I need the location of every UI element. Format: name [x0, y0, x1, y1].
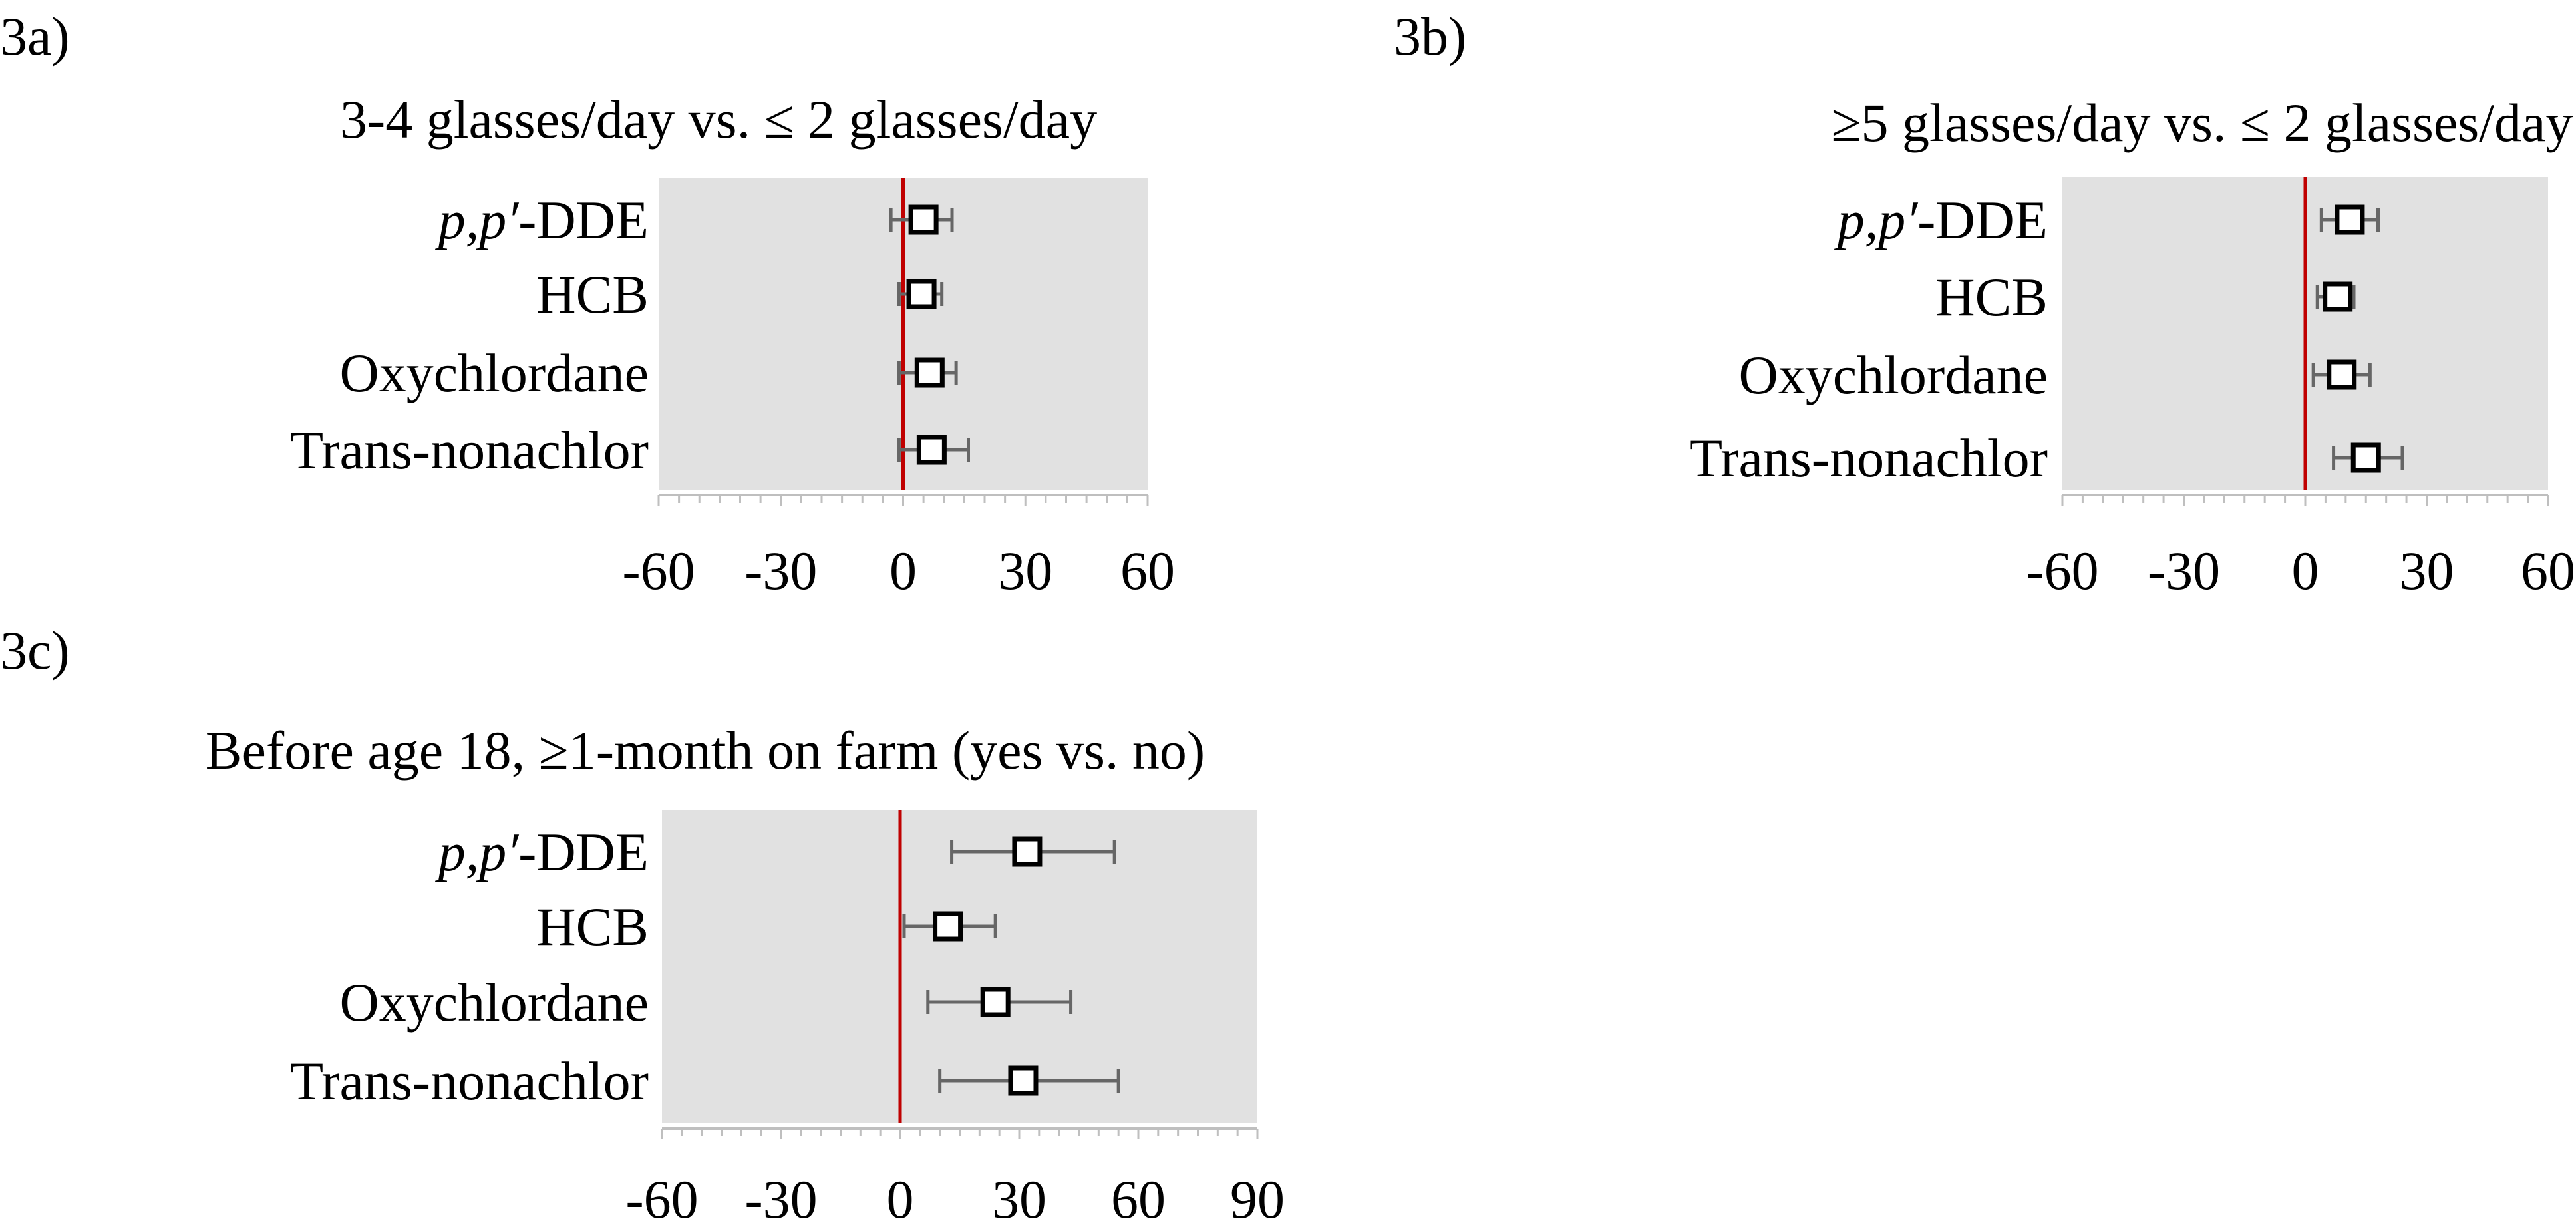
- category-label: Trans-nonachlor: [1689, 428, 2048, 488]
- category-label: p,p′-DDE: [1834, 190, 2048, 250]
- point-estimate-marker: [933, 911, 963, 942]
- x-tick-label: 30: [2400, 540, 2454, 601]
- category-label: p,p′-DDE: [435, 190, 649, 250]
- category-label-italic: p,p′: [435, 190, 520, 250]
- x-tick-label: -60: [625, 1169, 698, 1223]
- point-estimate-marker: [2323, 281, 2353, 312]
- point-estimate-marker: [2334, 204, 2365, 235]
- category-label: Oxychlordane: [340, 972, 649, 1033]
- panel-label: 3c): [0, 620, 70, 681]
- category-label-text: Oxychlordane: [340, 972, 649, 1033]
- panel-label: 3b): [1394, 6, 1466, 67]
- row-2: HCB: [1935, 267, 2356, 327]
- category-label-text: HCB: [1935, 267, 2048, 327]
- category-label-italic: p,p′: [1834, 190, 1919, 250]
- x-tick-label: 0: [2292, 540, 2319, 601]
- point-estimate-marker: [1012, 836, 1043, 867]
- category-label-text: -DDE: [518, 190, 649, 250]
- point-estimate-marker: [914, 357, 945, 388]
- row-3: Oxychlordane: [1739, 345, 2372, 405]
- category-label-italic: p,p′: [435, 822, 520, 882]
- category-label: Oxychlordane: [1739, 345, 2048, 405]
- category-label: Trans-nonachlor: [290, 1051, 649, 1111]
- panel-2: 3b) ≥5 glasses/day vs. ≤ 2 glasses/day -60…: [1394, 6, 2575, 601]
- chart-title: ≥5 glasses/day vs. ≤ 2 glasses/day: [1832, 92, 2573, 153]
- category-label-text: Oxychlordane: [1739, 345, 2048, 405]
- x-tick-label: 0: [889, 540, 917, 601]
- row-4: Trans-nonachlor: [1689, 428, 2404, 488]
- point-estimate-marker: [906, 279, 937, 309]
- category-label-text: Trans-nonachlor: [290, 420, 649, 480]
- category-label-text: Oxychlordane: [340, 343, 649, 403]
- x-tick-label: 30: [992, 1169, 1046, 1223]
- panel-label: 3a): [0, 6, 70, 67]
- category-label-text: Trans-nonachlor: [1689, 428, 2048, 488]
- x-tick-label: 60: [1120, 540, 1175, 601]
- point-estimate-marker: [908, 204, 939, 235]
- category-label: p,p′-DDE: [435, 822, 649, 882]
- point-estimate-marker: [2327, 359, 2357, 390]
- x-tick-label: 0: [887, 1169, 914, 1223]
- row-4: Trans-nonachlor: [290, 1051, 1120, 1111]
- category-label-text: Trans-nonachlor: [290, 1051, 649, 1111]
- row-2: HCB: [536, 264, 944, 325]
- x-tick-label: -60: [2026, 540, 2098, 601]
- x-tick-label: 90: [1230, 1169, 1285, 1223]
- x-tick-label: 60: [2521, 540, 2575, 601]
- category-label: HCB: [536, 896, 649, 957]
- chart-title: Before age 18, ≥1-month on farm (yes vs.…: [206, 720, 1205, 781]
- x-tick-label: 60: [1111, 1169, 1166, 1223]
- category-label: Trans-nonachlor: [290, 420, 649, 480]
- category-label: Oxychlordane: [340, 343, 649, 403]
- point-estimate-marker: [916, 435, 947, 465]
- category-label: HCB: [536, 264, 649, 325]
- category-label-text: HCB: [536, 896, 649, 957]
- x-tick-label: -30: [2148, 540, 2220, 601]
- category-label: HCB: [1935, 267, 2048, 327]
- point-estimate-marker: [1008, 1065, 1039, 1096]
- chart-title: 3-4 glasses/day vs. ≤ 2 glasses/day: [340, 89, 1097, 150]
- row-3: Oxychlordane: [340, 972, 1073, 1033]
- category-label-text: -DDE: [518, 822, 649, 882]
- row-1: p,p′-DDE: [435, 190, 954, 250]
- point-estimate-marker: [980, 987, 1011, 1017]
- category-label-text: -DDE: [1917, 190, 2048, 250]
- plot-area: [662, 810, 1257, 1123]
- panel-1: 3a) 3-4 glasses/day vs. ≤ 2 glasses/day -6…: [0, 6, 1175, 601]
- row-1: p,p′-DDE: [435, 822, 1116, 882]
- row-2: HCB: [536, 896, 997, 957]
- x-tick-label: 30: [998, 540, 1052, 601]
- x-tick-label: -30: [744, 1169, 817, 1223]
- point-estimate-marker: [2350, 442, 2381, 473]
- row-3: Oxychlordane: [340, 343, 958, 403]
- row-4: Trans-nonachlor: [290, 420, 970, 480]
- row-1: p,p′-DDE: [1834, 190, 2380, 250]
- x-tick-label: -60: [622, 540, 695, 601]
- panel-3: 3c) Before age 18, ≥1-month on farm (yes …: [0, 620, 1285, 1223]
- category-label-text: HCB: [536, 264, 649, 325]
- x-tick-label: -30: [744, 540, 817, 601]
